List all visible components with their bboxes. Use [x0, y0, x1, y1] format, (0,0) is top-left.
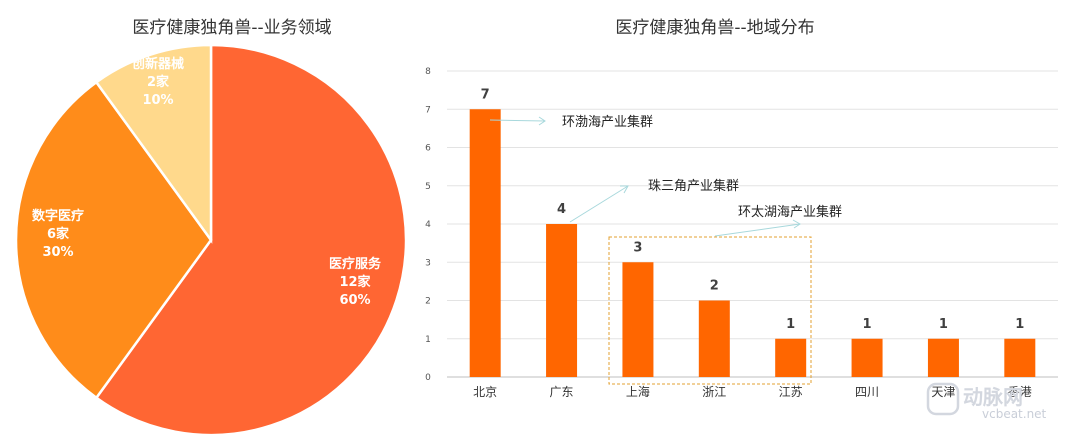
bar-gridlines: [447, 70, 1058, 378]
y-axis-ticks: 0 1 2 3 4 5 6 7 8: [425, 67, 431, 383]
pie-title: 医疗健康独角兽--业务领域: [132, 18, 331, 38]
y-tick-6: 6: [425, 144, 431, 154]
y-tick-2: 2: [425, 297, 431, 307]
data-label-1: 7: [481, 87, 490, 102]
pie-slices: [14, 43, 408, 435]
x-category-2: 广东: [550, 385, 574, 399]
watermark-brand: 动脉网: [963, 385, 1023, 409]
pie-label-innovative-device-count: 2家: [147, 74, 170, 90]
x-category-5: 江苏: [779, 385, 803, 399]
data-label-2: 4: [557, 202, 566, 217]
arrow-bohai: [489, 119, 546, 122]
data-label-3: 3: [633, 240, 642, 255]
x-category-4: 浙江: [702, 385, 726, 399]
arrow-pearl-river: [569, 185, 629, 223]
pie-slice-digital-medical: [14, 80, 213, 400]
x-category-7: 天津: [931, 385, 955, 399]
pie-label-medical-service-name: 医疗服务: [329, 256, 382, 272]
pie-slice-innovative-device: [94, 43, 213, 244]
bar-title: 医疗健康独角兽--地域分布: [615, 18, 814, 38]
annotation-pearl-river: 珠三角产业集群: [648, 178, 739, 194]
y-tick-4: 4: [425, 220, 431, 230]
bar-series: [469, 109, 1036, 377]
pie-slice-medical-service: [94, 43, 408, 435]
data-label-4: 2: [710, 279, 719, 294]
y-tick-7: 7: [425, 105, 431, 115]
data-label-7: 1: [939, 317, 948, 332]
bar-8: [1004, 338, 1036, 377]
annotation-arrows: [489, 116, 801, 237]
pie-label-digital-medical-name: 数字医疗: [32, 208, 84, 224]
y-tick-8: 8: [425, 67, 431, 77]
bar-4: [698, 300, 730, 377]
y-tick-0: 0: [425, 373, 431, 383]
pie-labels: 医疗服务 12家 60% 数字医疗 6家 30% 创新器械 2家 10%: [32, 56, 382, 308]
arrow-pearl-river-head: [620, 185, 629, 194]
arrow-taihu-head: [792, 219, 801, 229]
bar-1: [469, 109, 501, 377]
x-axis-category-labels: 北京 广东 上海 浙江 江苏 四川 天津 香港: [473, 384, 1032, 399]
pie-label-digital-medical-percent: 30%: [42, 245, 73, 260]
data-label-6: 1: [863, 317, 872, 332]
bar-data-labels: 7 4 3 2 1 1 1 1: [481, 87, 1025, 332]
pie-label-innovative-device-name: 创新器械: [131, 56, 184, 72]
x-category-1: 北京: [473, 385, 497, 399]
watermark: 动脉网 vcbeat.net: [926, 382, 1047, 421]
pie-label-medical-service-count: 12家: [339, 274, 371, 290]
x-category-3: 上海: [626, 384, 650, 399]
bar-7: [927, 338, 959, 377]
bar-6: [851, 338, 883, 377]
bar-5: [775, 338, 807, 377]
bar-3: [622, 262, 654, 377]
y-tick-3: 3: [425, 258, 431, 268]
arrow-bohai-head: [538, 116, 546, 126]
annotation-taihu: 环太湖海产业集群: [738, 204, 842, 220]
y-tick-5: 5: [425, 182, 431, 192]
pie-label-medical-service-percent: 60%: [339, 293, 370, 308]
x-category-8: 香港: [1008, 385, 1032, 399]
y-tick-1: 1: [425, 335, 431, 345]
arrow-taihu: [714, 223, 801, 237]
data-label-5: 1: [786, 317, 795, 332]
data-label-8: 1: [1015, 317, 1024, 332]
pie-label-digital-medical-count: 6家: [47, 226, 70, 242]
x-category-6: 四川: [855, 385, 879, 399]
cluster-highlight-box: [608, 236, 812, 385]
bar-2: [546, 224, 578, 377]
annotation-bohai: 环渤海产业集群: [562, 114, 653, 130]
watermark-logo-icon: [926, 382, 960, 416]
watermark-url: vcbeat.net: [982, 407, 1047, 421]
pie-label-innovative-device-percent: 10%: [142, 93, 173, 108]
